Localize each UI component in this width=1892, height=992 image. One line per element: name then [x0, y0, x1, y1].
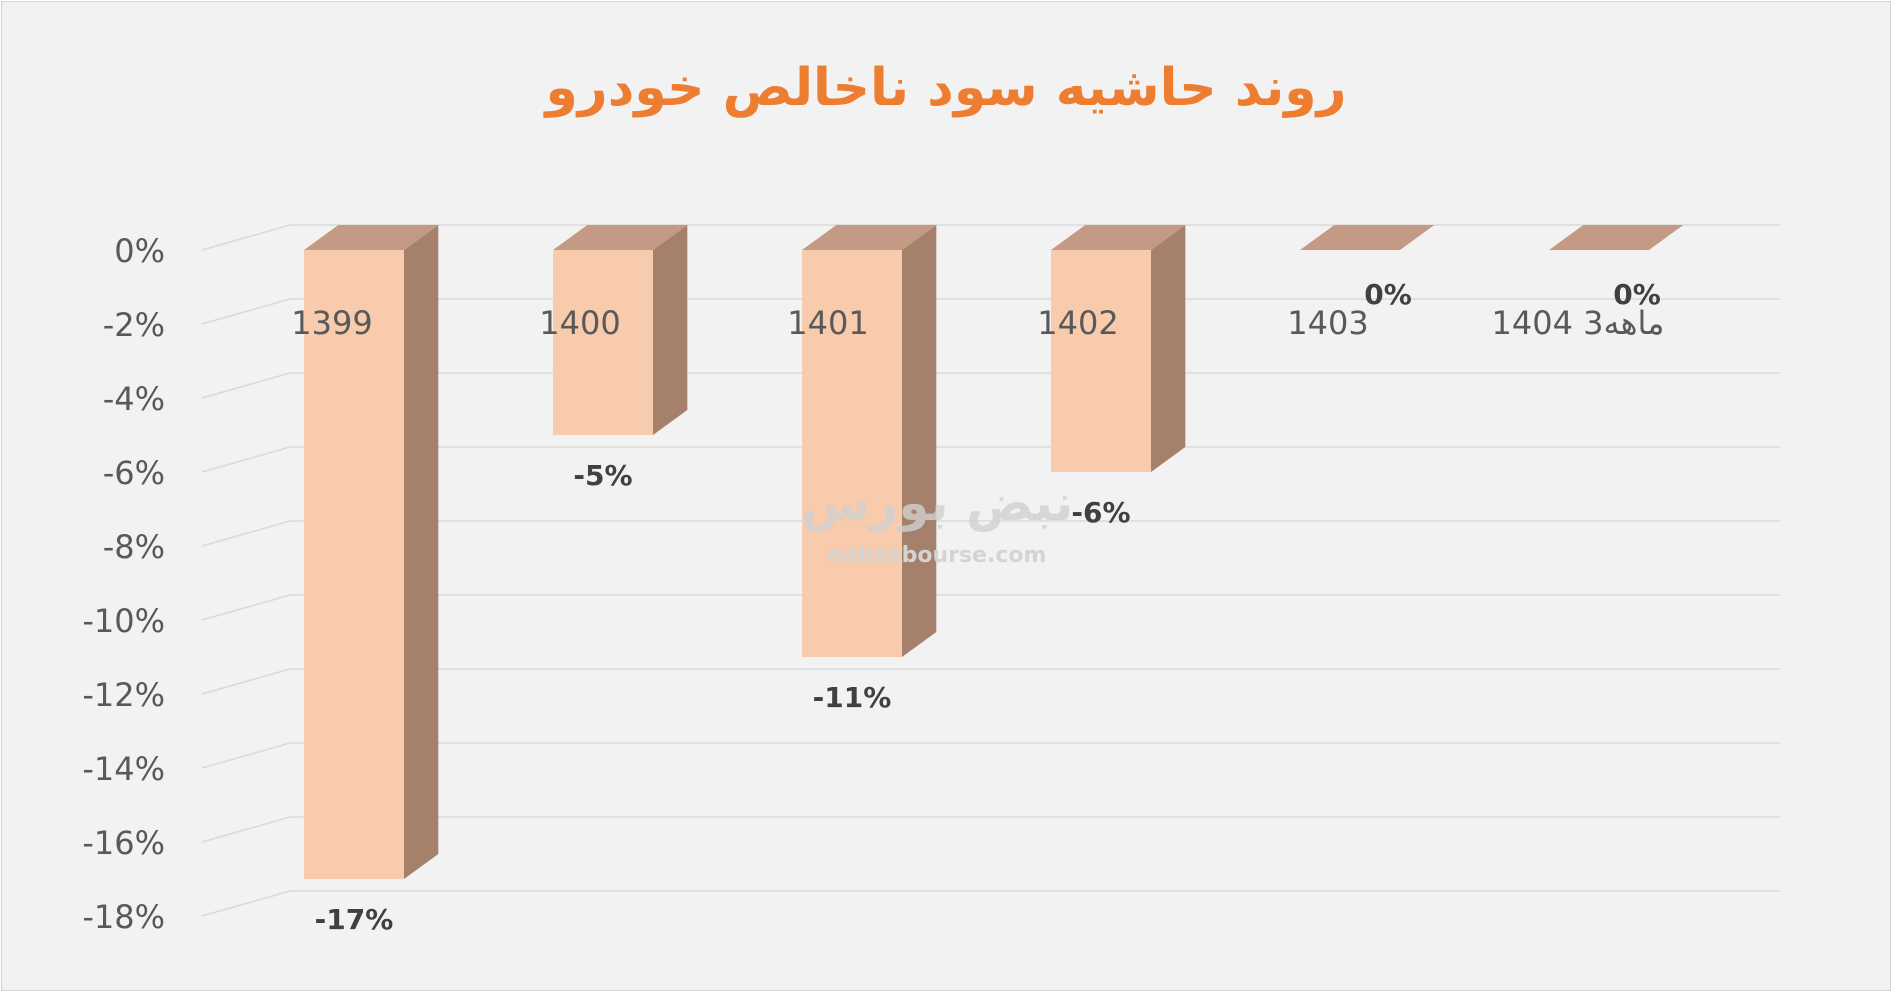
x-tick-label: 1404 3ماهه: [1492, 304, 1665, 342]
chart-title: روند حاشیه سود ناخالص خودرو: [545, 58, 1347, 118]
gridline-diagonal: [201, 298, 291, 325]
data-label: 0%: [1364, 278, 1412, 311]
watermark-logo: نبض بورس: [801, 474, 1074, 533]
data-label: -11%: [813, 681, 892, 714]
y-tick-label: -4%: [103, 380, 165, 418]
gridline-diagonal: [201, 816, 291, 843]
x-tick-label: 1400: [539, 304, 620, 342]
y-tick-label: -18%: [82, 898, 165, 936]
y-tick-label: -6%: [103, 454, 165, 492]
data-label: -5%: [573, 459, 632, 492]
gridline-diagonal: [201, 520, 291, 547]
gridline-diagonal: [201, 224, 291, 251]
bar-top: [802, 225, 937, 250]
x-tick-label: 1399: [291, 304, 372, 342]
watermark-url: nabzebourse.com: [828, 543, 1047, 568]
data-label: -17%: [315, 903, 394, 936]
gridline-diagonal: [201, 372, 291, 399]
x-tick-label: 1403: [1287, 304, 1368, 342]
y-tick-label: -2%: [103, 306, 165, 344]
gridline-diagonal: [201, 890, 291, 917]
bar-side: [902, 225, 937, 657]
bar-top: [553, 225, 688, 250]
y-tick-label: -8%: [103, 528, 165, 566]
bar-top: [1300, 225, 1435, 250]
gridline-diagonal: [201, 668, 291, 695]
y-tick-label: -12%: [82, 676, 165, 714]
bar-top: [1051, 225, 1186, 250]
bar-side: [404, 225, 439, 879]
bar: [802, 250, 902, 657]
gridline-diagonal: [201, 594, 291, 621]
bar: [553, 250, 653, 435]
bar: [304, 250, 404, 879]
bar-top: [1549, 225, 1684, 250]
gridline-diagonal: [201, 446, 291, 473]
bar: [1051, 250, 1151, 472]
y-tick-label: 0%: [114, 232, 165, 270]
data-label: -6%: [1071, 496, 1130, 529]
bar-top: [304, 225, 439, 250]
bar-side: [653, 225, 688, 435]
gridline-diagonal: [201, 742, 291, 769]
x-tick-label: 1401: [787, 304, 868, 342]
y-tick-label: -14%: [82, 750, 165, 788]
data-label: 0%: [1613, 278, 1661, 311]
bar-side: [1151, 225, 1186, 472]
y-tick-label: -10%: [82, 602, 165, 640]
y-tick-label: -16%: [82, 824, 165, 862]
x-tick-label: 1402: [1037, 304, 1118, 342]
